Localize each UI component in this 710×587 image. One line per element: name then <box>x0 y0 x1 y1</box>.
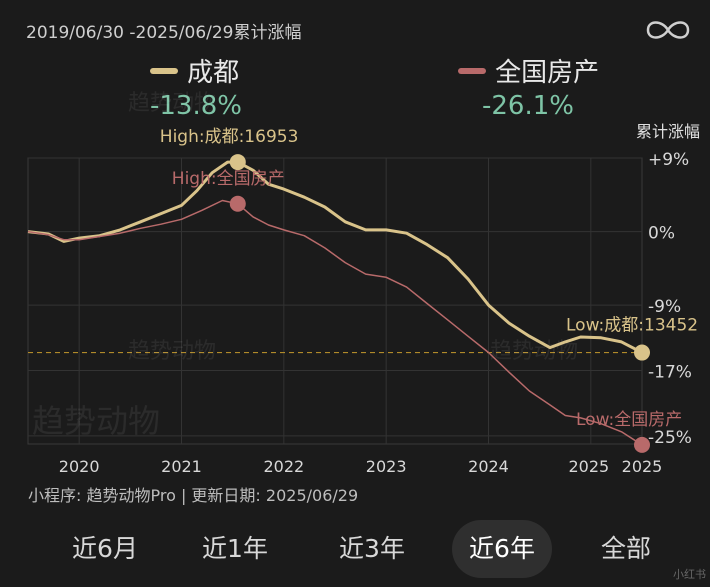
marker-high-chengdu <box>229 154 246 171</box>
x-tick-label-0: 2020 <box>59 457 100 476</box>
period-tabs: 近6月 近1年 近3年 近6年 全部 <box>0 520 710 580</box>
watermark-1: 趋势动物 <box>128 339 216 364</box>
legend-swatch-national <box>458 67 486 74</box>
legend-name-chengdu: 成都 <box>187 58 240 88</box>
tab-all[interactable]: 全部 <box>600 534 651 563</box>
marker-low-national <box>634 436 650 453</box>
y-tick-label-0: +9% <box>648 150 689 170</box>
y-tick-label-3: -17% <box>648 363 692 383</box>
annotation-low-national: Low:全国房产 <box>576 410 682 430</box>
marker-high-national <box>229 195 246 212</box>
y-tick-label-2: -9% <box>648 297 681 317</box>
series-line-chengdu <box>27 160 643 354</box>
watermark-0: 趋势动物 <box>32 402 160 440</box>
x-tick-label-3: 2023 <box>366 457 407 476</box>
legend-pct-national: -26.1% <box>482 91 574 121</box>
corner-brand: 小红书 <box>673 568 706 581</box>
tab-1-year[interactable]: 近1年 <box>202 534 268 563</box>
tab-3-years[interactable]: 近3年 <box>339 534 405 563</box>
x-tick-label-4: 2024 <box>468 457 509 476</box>
footer-info: 小程序: 趋势动物Pro | 更新日期: 2025/06/29 <box>28 486 359 505</box>
watermark-3: 趋势动物 <box>128 91 216 116</box>
legend-swatch-chengdu <box>150 67 178 74</box>
legend-pct-chengdu: -13.8% <box>150 91 242 121</box>
annotation-high-national: High:全国房产 <box>172 169 285 189</box>
date-range-title: 2019/06/30 -2025/06/29累计涨幅 <box>26 23 302 43</box>
y-tick-label-1: 0% <box>648 224 675 244</box>
x-tick-label-6: 2025 <box>622 457 663 476</box>
annotation-low-chengdu: Low:成都:13452 <box>566 316 698 336</box>
tab-6-months[interactable]: 近6月 <box>72 534 138 563</box>
annotation-high-chengdu: High:成都:16953 <box>160 127 299 147</box>
x-tick-label-1: 2021 <box>161 457 202 476</box>
y-tick-label-4: -25% <box>648 428 692 448</box>
series-line-national <box>27 199 643 446</box>
legend-name-national: 全国房产 <box>495 58 600 88</box>
infinity-icon[interactable] <box>640 12 696 48</box>
x-tick-label-5: 2025 <box>568 457 609 476</box>
legend-national[interactable]: 全国房产 -26.1% <box>458 52 599 121</box>
tab-6-years[interactable]: 近6年 <box>452 520 552 578</box>
x-tick-label-2: 2022 <box>263 457 304 476</box>
y-axis-title: 累计涨幅 <box>635 122 700 141</box>
marker-low-chengdu <box>634 344 650 361</box>
legend-chengdu[interactable]: 成都 -13.8% <box>150 52 242 121</box>
